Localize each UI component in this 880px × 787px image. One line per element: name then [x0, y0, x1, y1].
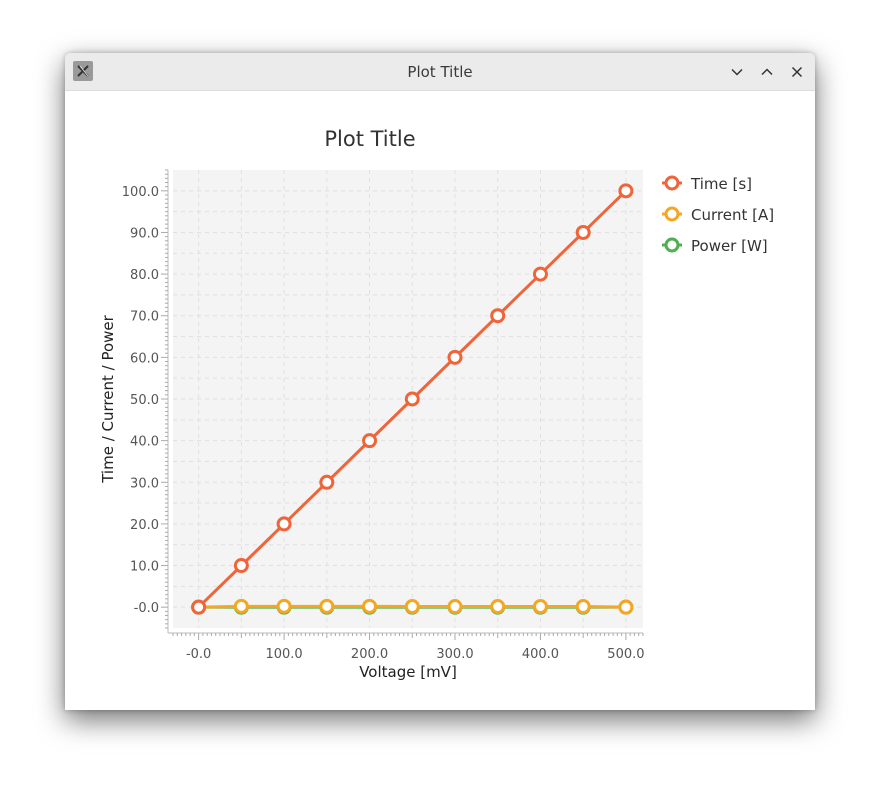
legend-item[interactable]: Power [W] — [662, 237, 768, 255]
data-point — [404, 599, 420, 615]
y-tick-label: 90.0 — [130, 226, 159, 241]
data-point — [618, 599, 634, 615]
legend-label: Power [W] — [691, 237, 768, 255]
legend-item[interactable]: Current [A] — [662, 206, 774, 224]
x-tick-label: -0.0 — [186, 647, 211, 662]
y-tick-label: 20.0 — [130, 518, 159, 533]
x-tick-label: 200.0 — [351, 647, 388, 662]
axes — [161, 169, 644, 640]
data-point — [447, 349, 463, 365]
data-point — [319, 474, 335, 490]
data-point — [362, 598, 378, 614]
data-point — [532, 266, 548, 282]
x-axis-label: Voltage [mV] — [359, 663, 457, 681]
data-point — [276, 598, 292, 614]
legend-marker — [664, 237, 680, 253]
maximize-button[interactable] — [756, 61, 778, 83]
data-point — [233, 558, 249, 574]
close-icon — [791, 66, 803, 78]
x-logo-icon — [73, 61, 93, 81]
series-layer — [191, 183, 634, 615]
y-tick-label: 60.0 — [130, 351, 159, 366]
y-tick-label: 70.0 — [130, 310, 159, 325]
data-point — [575, 599, 591, 615]
y-tick-label: -0.0 — [134, 601, 159, 616]
x-tick-label: 400.0 — [522, 647, 559, 662]
minimize-button[interactable] — [726, 61, 748, 83]
x-tick-label: 100.0 — [265, 647, 302, 662]
y-tick-label: 10.0 — [130, 560, 159, 575]
y-tick-label: 50.0 — [130, 393, 159, 408]
data-point — [404, 391, 420, 407]
close-button[interactable] — [786, 61, 808, 83]
data-point — [191, 599, 207, 615]
y-tick-label: 80.0 — [130, 268, 159, 283]
data-point — [319, 598, 335, 614]
line-chart: Plot Title -0.0 100.0 200.0 300.0 400.0 500.0… — [99, 127, 774, 681]
data-point — [532, 599, 548, 615]
data-point — [575, 224, 591, 240]
chart-area: Plot Title -0.0 100.0 200.0 300.0 400.0 500.0… — [65, 90, 815, 710]
title-bar[interactable]: Plot Title — [65, 53, 815, 91]
data-point — [233, 598, 249, 614]
y-tick-label: 40.0 — [130, 435, 159, 450]
window-title: Plot Title — [407, 63, 473, 81]
maximize-icon — [761, 68, 773, 76]
data-point — [618, 183, 634, 199]
data-point — [447, 599, 463, 615]
legend-item[interactable]: Time [s] — [662, 175, 752, 193]
data-point — [362, 433, 378, 449]
chart-title: Plot Title — [324, 127, 415, 151]
legend-marker — [664, 175, 680, 191]
data-point — [276, 516, 292, 532]
data-point — [490, 599, 506, 615]
app-window: Plot Title Plot Title -0.0 100.0 200.0 300.… — [65, 53, 815, 710]
legend[interactable]: Time [s] Current [A] Power [W] — [662, 175, 774, 255]
legend-label: Time [s] — [690, 175, 752, 193]
y-tick-label: 30.0 — [130, 476, 159, 491]
y-tick-label: 100.0 — [122, 185, 159, 200]
x-tick-label: 300.0 — [436, 647, 473, 662]
y-axis-label: Time / Current / Power — [99, 314, 117, 483]
data-point — [490, 308, 506, 324]
tick-labels: -0.0 100.0 200.0 300.0 400.0 500.0 -0.0 10.0 20.… — [122, 185, 645, 662]
legend-marker — [664, 206, 680, 222]
legend-label: Current [A] — [691, 206, 774, 224]
minimize-icon — [731, 68, 743, 76]
x-tick-label: 500.0 — [607, 647, 644, 662]
